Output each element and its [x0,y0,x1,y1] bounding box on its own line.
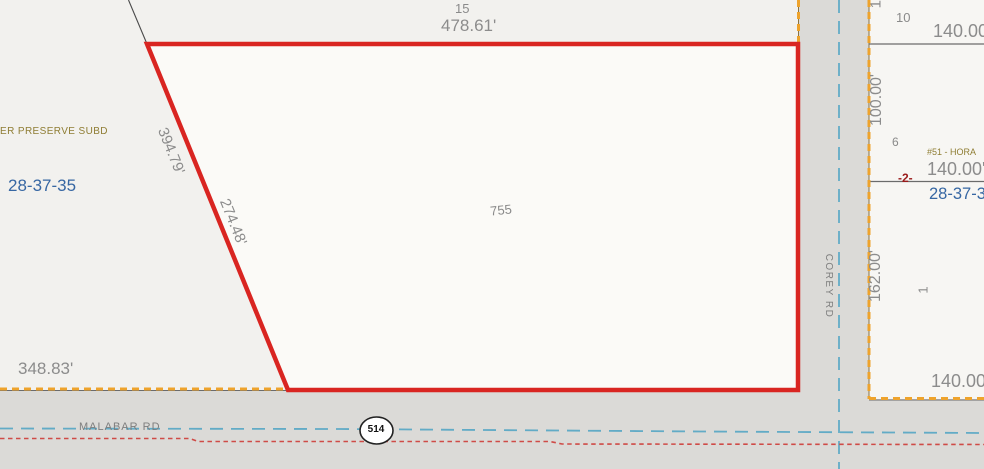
section-marker-2: -2- [898,171,913,185]
lot10-bottom-dimension: 140.00' [933,21,984,41]
lot1-bottom-dimension: 140.00' [931,371,984,391]
malabar-easement-dashed-line [0,437,984,446]
malabar-centerline [0,427,984,434]
lot-10-number: 10 [896,10,911,25]
right-lots-area [869,0,984,399]
lot6-bottom-dimension: 140.00' [927,159,984,179]
corey-road-label: COREY RD [823,253,834,319]
malabar-road-label: MALABAR RD [79,421,161,433]
route-shield-514 [359,416,394,445]
right-subdivision-label: #51 - HORA [927,147,977,157]
lot-15-number: 15 [455,1,470,16]
left-bottom-dimension: 348.83' [18,359,74,378]
left-section-township-range: 28-37-35 [8,176,77,195]
right-section-township-range: 28-37-35 [929,185,984,203]
route-shield-number: 514 [367,424,385,435]
lot-6-number: 6 [892,135,899,149]
lot6-side-dimension: 100.00' [868,74,885,126]
lot1-side-dimension: 162.00' [867,250,884,302]
main-parcel-top-dimension: 478.61' [441,16,497,35]
adjacent-lot-line [127,0,148,45]
main-parcel-number: 755 [489,201,513,219]
lot10-side-dimension-partial: 140.00' [868,0,885,8]
lot-1-number: 1 [915,286,931,294]
main-parcel-outline[interactable] [143,41,801,393]
corey-road-surface [798,0,869,394]
left-subdivision-label: ER PRESERVE SUBD [0,126,108,137]
